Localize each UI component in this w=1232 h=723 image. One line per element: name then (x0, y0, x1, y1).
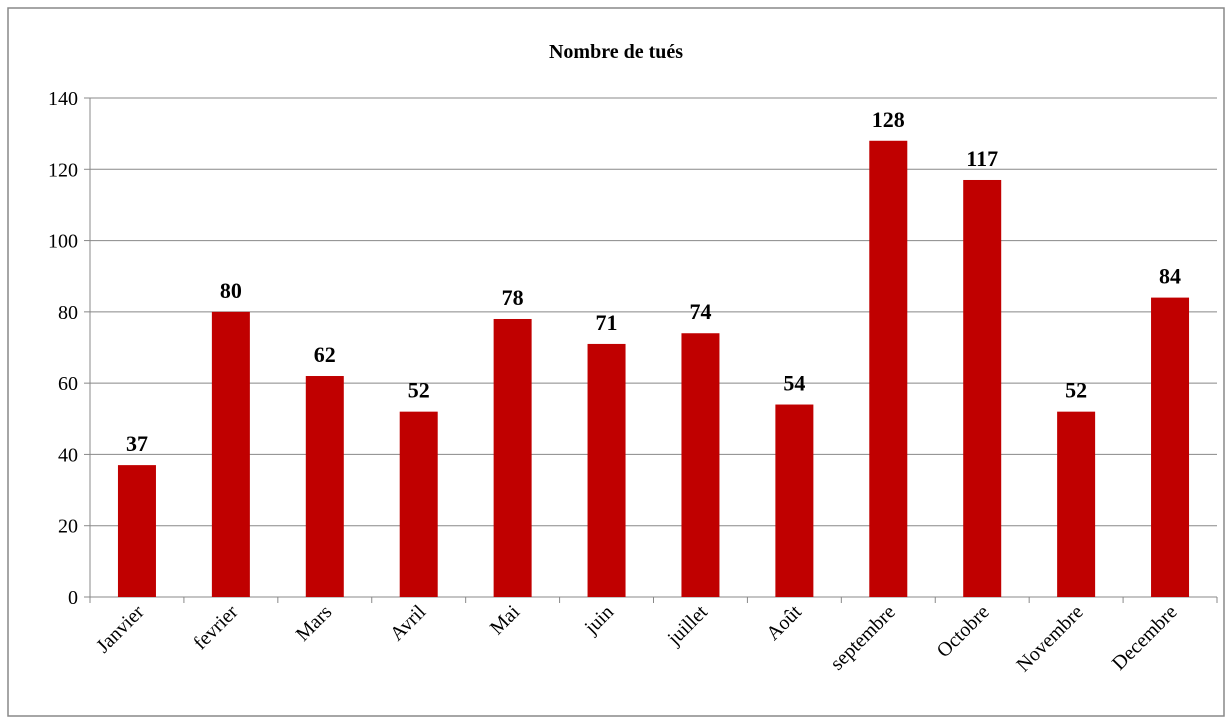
data-label: 52 (1065, 378, 1087, 403)
data-label: 62 (314, 342, 336, 367)
data-label: 54 (783, 371, 805, 396)
bar (117, 465, 156, 597)
y-tick-label: 40 (58, 444, 78, 466)
y-tick-label: 120 (48, 159, 78, 181)
y-tick-label: 100 (48, 231, 78, 253)
data-label: 37 (126, 431, 148, 456)
bar (211, 311, 250, 597)
chart-title: Nombre de tués (549, 41, 683, 63)
data-label: 52 (408, 378, 430, 403)
data-label: 80 (220, 278, 242, 303)
y-tick-label: 80 (58, 302, 78, 324)
bar (399, 411, 438, 597)
bar (493, 318, 532, 597)
bar (869, 140, 908, 597)
data-label: 78 (502, 285, 524, 310)
y-tick-label: 20 (58, 516, 78, 538)
bar (775, 404, 814, 597)
y-tick-label: 0 (68, 587, 78, 609)
data-label: 84 (1159, 264, 1181, 289)
data-label: 74 (689, 299, 711, 324)
data-label: 128 (872, 107, 905, 132)
y-tick-label: 60 (58, 373, 78, 395)
bar (963, 179, 1002, 597)
data-label: 71 (596, 310, 618, 335)
bar (1151, 297, 1190, 597)
bar (587, 343, 626, 597)
bar (681, 333, 720, 597)
bar (305, 376, 344, 597)
y-tick-label: 140 (48, 88, 78, 110)
bar (1057, 411, 1096, 597)
data-label: 117 (966, 146, 998, 171)
